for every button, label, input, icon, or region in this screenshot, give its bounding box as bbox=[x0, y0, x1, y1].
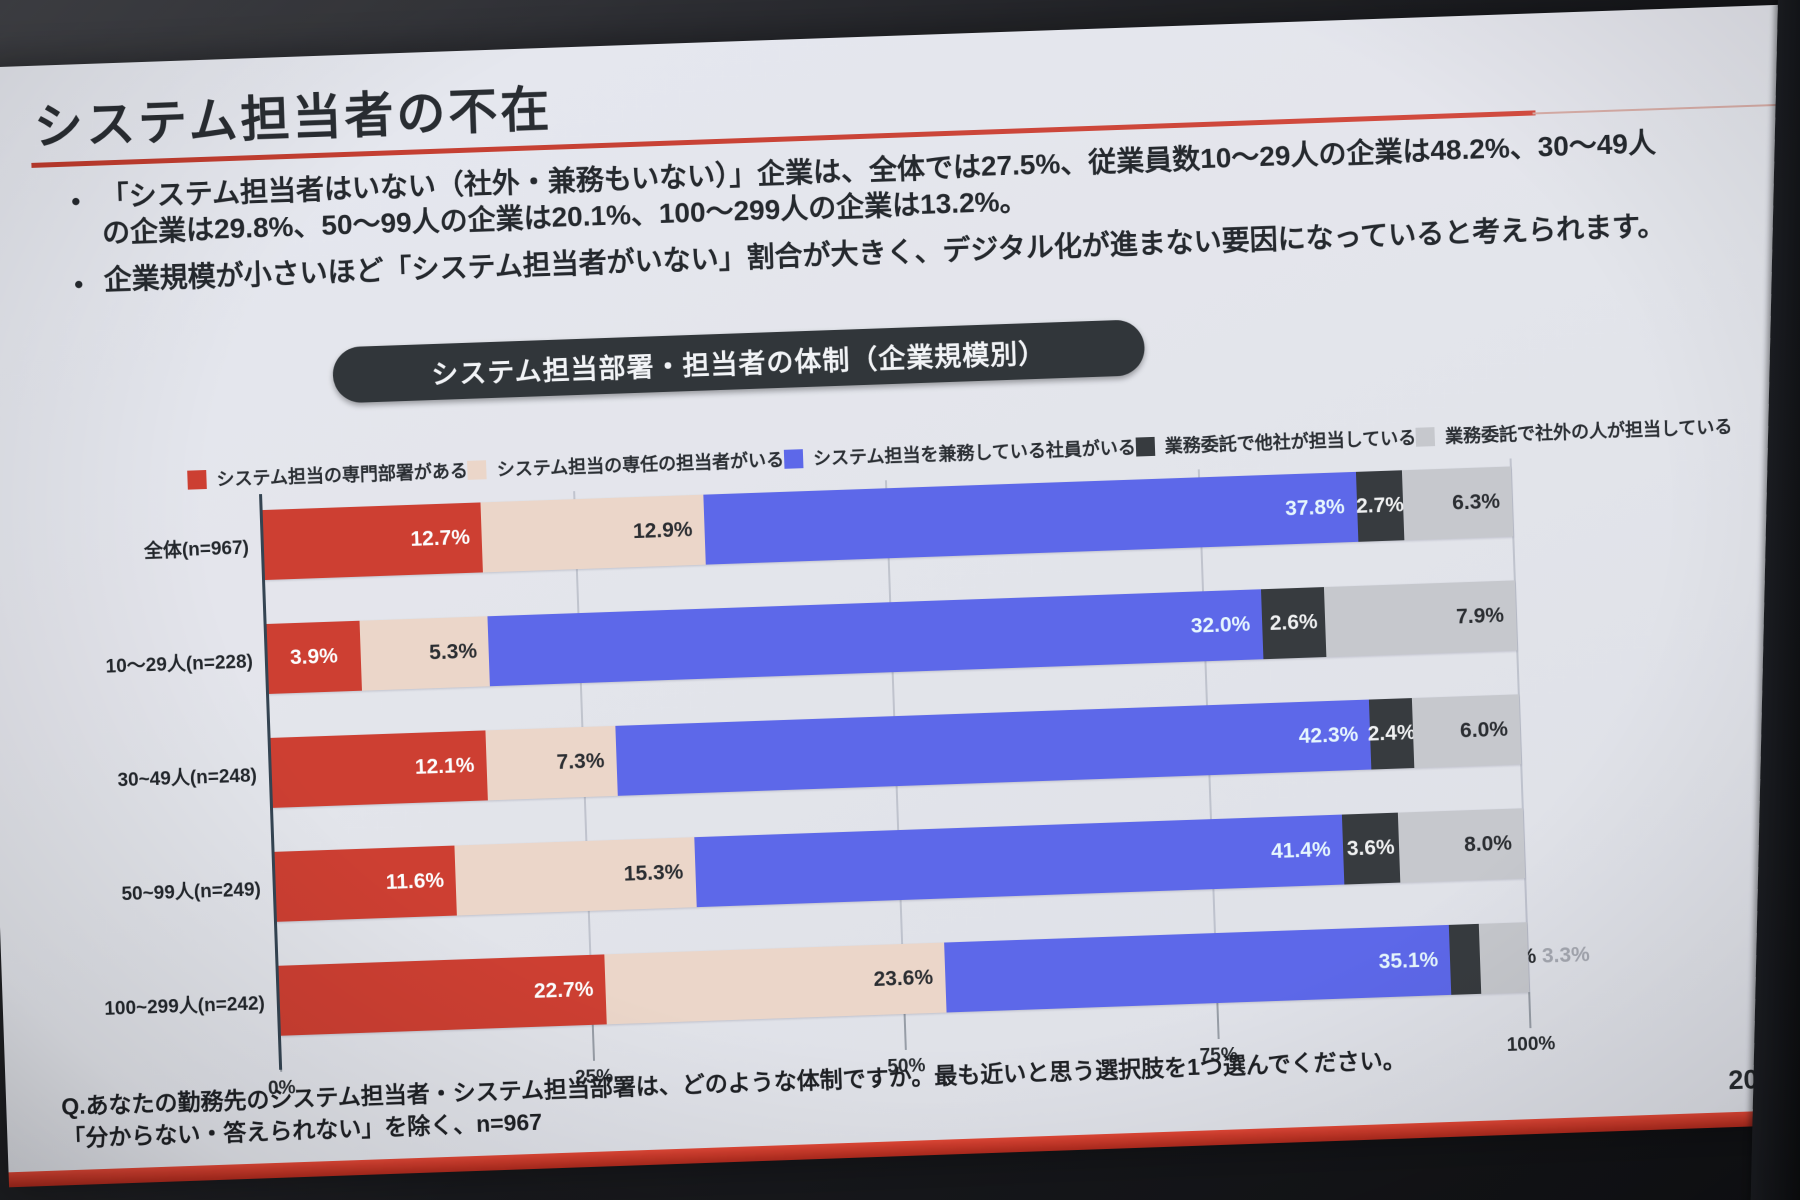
bar-segment: 6.0% bbox=[1411, 694, 1522, 769]
legend-swatch-icon bbox=[1135, 436, 1156, 457]
legend-item: システム担当の専任の担当者がいる bbox=[467, 446, 784, 483]
value-label: 6.3% bbox=[1451, 489, 1501, 515]
axis-tick bbox=[1528, 992, 1532, 1029]
legend-label: システム担当を兼務している社員がいる bbox=[812, 437, 1137, 469]
value-label: 37.8% bbox=[1284, 495, 1346, 521]
value-label: 7.3% bbox=[556, 749, 605, 774]
bar-segment: 2.4% bbox=[1367, 698, 1416, 770]
value-label: 7.9% bbox=[1455, 603, 1505, 629]
plot-rows: 全体(n=967) 12.7% 12.9% 37.8% 2.7% 6.3% 10～29人(n… bbox=[104, 458, 1590, 1070]
value-label: 3.3% bbox=[1541, 943, 1591, 968]
bar-segment: 22.7% bbox=[277, 954, 607, 1036]
legend-swatch-icon bbox=[1415, 426, 1436, 447]
category-label: 10～29人(n=228) bbox=[105, 650, 254, 678]
bar-segment: 12.1% bbox=[269, 730, 488, 808]
value-label: 12.7% bbox=[410, 525, 471, 551]
bar-segment: 42.3% bbox=[615, 699, 1372, 796]
chart-title-pill: システム担当部署・担当者の体制（企業規模別） bbox=[331, 319, 1146, 404]
value-label: 3.6% bbox=[1346, 835, 1396, 861]
legend-item: 業務委託で社外の人が担当している bbox=[1415, 413, 1733, 450]
title-underline-thin bbox=[1532, 100, 1800, 115]
axis-tick bbox=[903, 1013, 907, 1050]
category-label: 30~49人(n=248) bbox=[117, 764, 258, 791]
value-label: 2.4% bbox=[1367, 720, 1416, 746]
bar-segment: 15.3% bbox=[454, 837, 697, 916]
value-label: 22.7% bbox=[533, 977, 594, 1003]
category-label: 50~99人(n=249) bbox=[121, 878, 262, 905]
legend-label: 業務委託で社外の人が担当している bbox=[1444, 416, 1733, 447]
bar-segment: 11.6% bbox=[273, 845, 458, 922]
stacked-bar-chart: 全体(n=967) 12.7% 12.9% 37.8% 2.7% 6.3% 10～29人(n… bbox=[74, 458, 1724, 1115]
legend-label: 業務委託で他社が担当している bbox=[1164, 427, 1417, 457]
legend-item: システム担当を兼務している社員がいる bbox=[783, 434, 1137, 472]
category-label: 全体(n=967) bbox=[143, 537, 250, 562]
axis-tick-label: 100% bbox=[1506, 1033, 1556, 1056]
value-label: 32.0% bbox=[1190, 612, 1251, 638]
bar-segment: 5.3% bbox=[359, 616, 491, 691]
bar-segment: 12.7% bbox=[261, 502, 484, 581]
category-label: 100~299人(n=242) bbox=[103, 992, 266, 1020]
legend-label: システム担当の専門部署がある bbox=[216, 460, 469, 490]
legend-swatch-icon bbox=[783, 448, 804, 469]
bar-segment: 8.0% bbox=[1397, 808, 1526, 883]
bar-segment: 3.9% bbox=[265, 620, 363, 694]
bullet-marker-icon: ● bbox=[73, 273, 85, 294]
bar-segment: 2.7% bbox=[1355, 470, 1405, 542]
value-label: 5.3% bbox=[428, 639, 478, 665]
value-label: 2.7% bbox=[1355, 493, 1405, 518]
bar-segment: 23.6% bbox=[604, 942, 947, 1025]
bar-segment: 41.4% bbox=[694, 814, 1344, 908]
axis-tick bbox=[1215, 1003, 1220, 1040]
bar-segment: 7.9% bbox=[1323, 580, 1518, 658]
legend-item: システム担当の専門部署がある bbox=[187, 457, 468, 493]
value-label: 11.6% bbox=[385, 868, 445, 894]
slide-title: システム担当者の不在 bbox=[33, 82, 554, 155]
legend-item: 業務委託で他社が担当している bbox=[1135, 424, 1416, 460]
value-label: 42.3% bbox=[1298, 722, 1359, 749]
bar-segment: 2.6% bbox=[1261, 587, 1327, 660]
legend-swatch-icon bbox=[467, 459, 488, 480]
value-label: 23.6% bbox=[873, 965, 934, 992]
bullet-marker-icon: ● bbox=[70, 191, 82, 211]
bar-segment: 12.9% bbox=[480, 494, 706, 573]
bar-segment: 6.3% bbox=[1402, 466, 1514, 541]
bar-segment: 37.8% bbox=[703, 471, 1358, 565]
value-label: 6.0% bbox=[1459, 717, 1509, 743]
bar-segment: 32.0% bbox=[487, 589, 1264, 687]
value-label: 3.9% bbox=[289, 644, 339, 670]
legend-label: システム担当の専任の担当者がいる bbox=[496, 449, 785, 480]
legend-swatch-icon bbox=[187, 469, 207, 490]
bar-segment: 7.3% bbox=[485, 725, 618, 801]
bar-segment: 2.1% bbox=[1449, 923, 1537, 995]
value-label: 12.1% bbox=[414, 753, 475, 779]
axis-tick bbox=[591, 1024, 595, 1061]
bar-segment: 3.6% bbox=[1341, 812, 1401, 885]
value-label: 2.6% bbox=[1269, 610, 1319, 635]
value-label: 35.1% bbox=[1378, 948, 1439, 974]
value-label: 15.3% bbox=[623, 860, 684, 886]
value-label: 41.4% bbox=[1270, 837, 1332, 864]
bar-segment: 3.3% bbox=[1479, 922, 1590, 994]
value-label: 8.0% bbox=[1463, 831, 1513, 857]
value-label: 12.9% bbox=[632, 518, 693, 544]
